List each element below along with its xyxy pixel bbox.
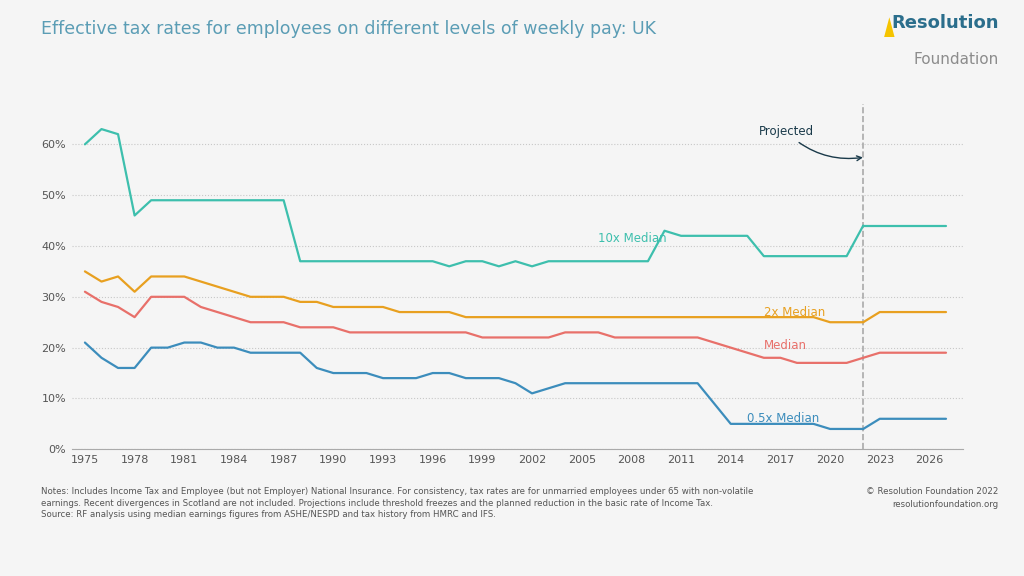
Text: 10x Median: 10x Median — [598, 232, 667, 245]
Text: Resolution: Resolution — [891, 14, 998, 32]
Text: Projected: Projected — [759, 125, 861, 161]
Text: Median: Median — [764, 339, 807, 351]
Text: Effective tax rates for employees on different levels of weekly pay: UK: Effective tax rates for employees on dif… — [41, 20, 656, 38]
Text: 2x Median: 2x Median — [764, 305, 825, 319]
Text: Foundation: Foundation — [913, 52, 998, 67]
Text: Notes: Includes Income Tax and Employee (but not Employer) National Insurance. F: Notes: Includes Income Tax and Employee … — [41, 487, 754, 520]
Text: © Resolution Foundation 2022
resolutionfoundation.org: © Resolution Foundation 2022 resolutionf… — [866, 487, 998, 509]
Text: 0.5x Median: 0.5x Median — [748, 412, 819, 425]
Polygon shape — [884, 17, 895, 37]
